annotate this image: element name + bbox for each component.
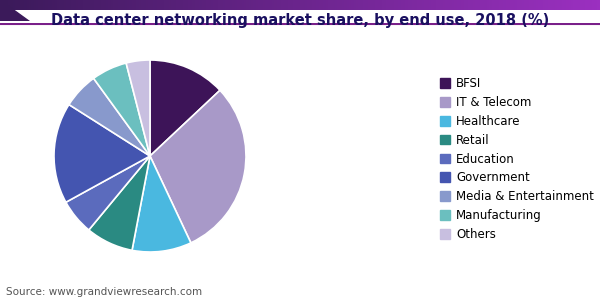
Legend: BFSI, IT & Telecom, Healthcare, Retail, Education, Government, Media & Entertain: BFSI, IT & Telecom, Healthcare, Retail, …: [440, 77, 594, 241]
Wedge shape: [89, 156, 150, 250]
Wedge shape: [66, 156, 150, 230]
Text: Source: www.grandviewresearch.com: Source: www.grandviewresearch.com: [6, 287, 202, 297]
Wedge shape: [69, 78, 150, 156]
Polygon shape: [0, 0, 29, 21]
Wedge shape: [126, 60, 150, 156]
Text: Data center networking market share, by end use, 2018 (%): Data center networking market share, by …: [51, 14, 549, 28]
Wedge shape: [94, 63, 150, 156]
Wedge shape: [132, 156, 191, 252]
Wedge shape: [150, 60, 220, 156]
Wedge shape: [54, 105, 150, 202]
Wedge shape: [150, 90, 246, 243]
